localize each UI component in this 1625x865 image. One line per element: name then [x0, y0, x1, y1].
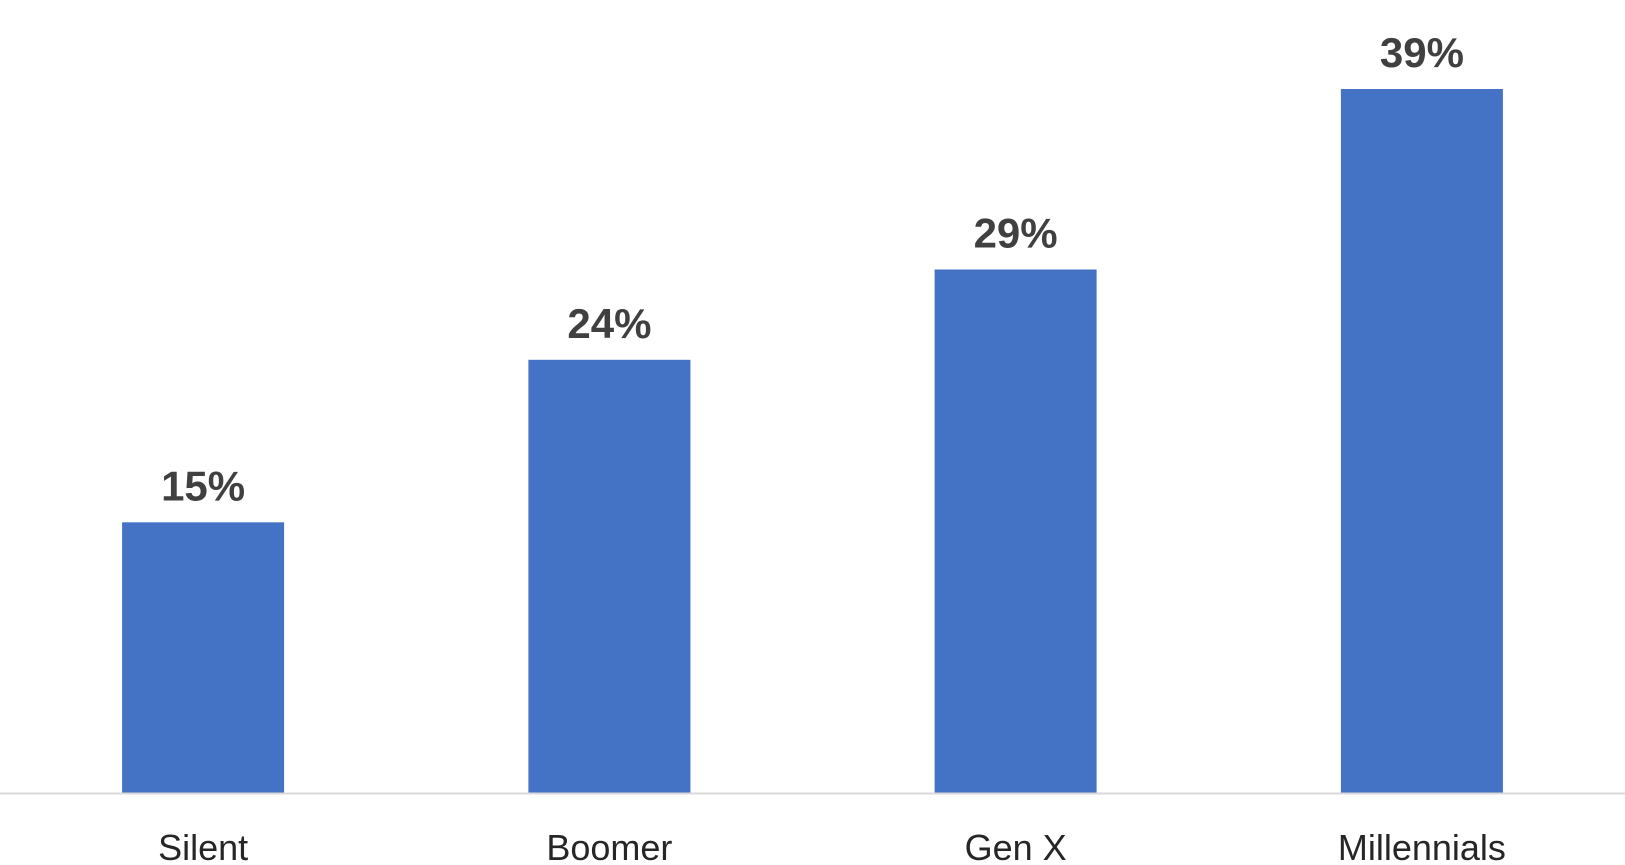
category-tick-label: Boomer: [546, 827, 672, 865]
category-tick-label: Gen X: [965, 827, 1067, 865]
category-labels-group: Silent Boomer Gen X Millennials: [158, 827, 1506, 865]
category-tick-label: Millennials: [1338, 827, 1506, 865]
value-labels-group: 15% 24% 29% 39%: [161, 29, 1464, 509]
data-label: 24%: [567, 300, 651, 347]
data-label: 15%: [161, 462, 245, 509]
category-tick-label: Silent: [158, 827, 248, 865]
bar-millennials: [1340, 89, 1503, 793]
bars-group: [122, 89, 1503, 794]
bar-gen-x: [934, 269, 1097, 793]
bar-boomer: [528, 359, 691, 793]
data-label: 39%: [1380, 29, 1464, 76]
data-label: 29%: [974, 210, 1058, 257]
bar-silent: [122, 522, 285, 794]
